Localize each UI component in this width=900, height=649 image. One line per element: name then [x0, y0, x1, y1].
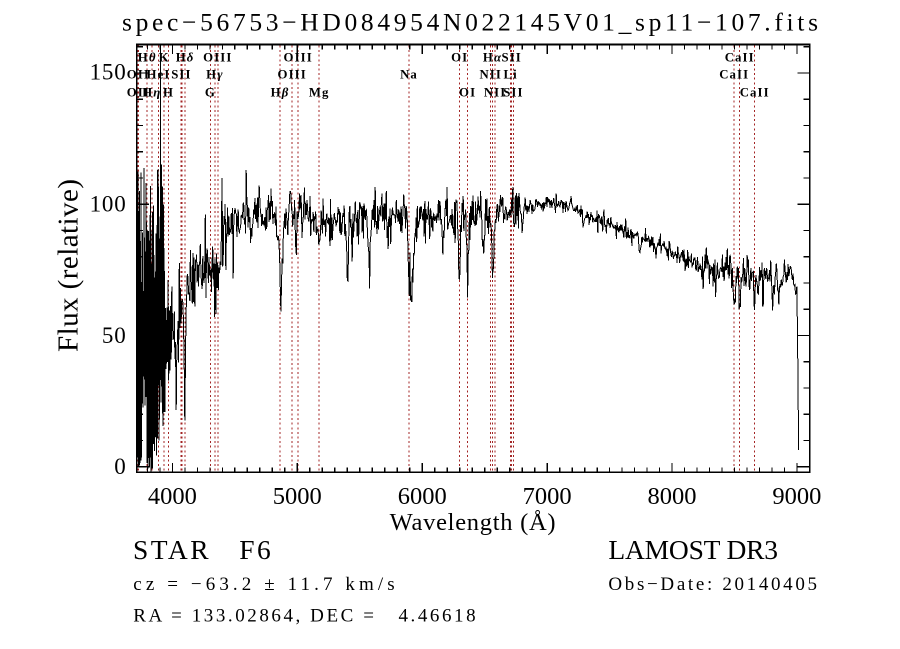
svg-text:SII: SII	[171, 68, 191, 82]
svg-text:9000: 9000	[772, 483, 821, 510]
svg-text:OI: OI	[451, 51, 468, 65]
svg-text:CaII: CaII	[725, 51, 755, 65]
svg-text:CaII: CaII	[719, 68, 749, 82]
svg-text:7000: 7000	[523, 483, 572, 510]
svg-text:100: 100	[90, 192, 127, 217]
svg-text:CaII: CaII	[740, 86, 770, 100]
svg-text:Hβ: Hβ	[271, 86, 290, 100]
svg-text:K: K	[159, 51, 170, 65]
svg-text:Hγ: Hγ	[206, 68, 224, 82]
svg-text:Hα: Hα	[483, 51, 502, 65]
svg-text:Hθ: Hθ	[138, 51, 157, 65]
svg-text:NII: NII	[484, 86, 507, 100]
svg-text:LAMOST DR3: LAMOST DR3	[608, 534, 778, 565]
svg-text:STAR F6: STAR F6	[133, 534, 271, 565]
svg-text:4000: 4000	[148, 483, 197, 510]
svg-text:50: 50	[102, 323, 127, 348]
svg-text:HeI: HeI	[147, 68, 171, 82]
svg-text:Mg: Mg	[309, 86, 330, 100]
svg-text:8000: 8000	[648, 483, 697, 510]
svg-text:spec−56753−HD084954N022145V01_: spec−56753−HD084954N022145V01_sp11−107.f…	[122, 8, 818, 37]
svg-text:6000: 6000	[398, 483, 447, 510]
svg-text:Li: Li	[503, 68, 517, 82]
svg-text:OII: OII	[127, 86, 150, 100]
svg-text:cz = −63.2 ± 11.7 km/s: cz = −63.2 ± 11.7 km/s	[133, 574, 394, 595]
svg-text:OIII: OIII	[284, 51, 313, 65]
svg-text:OIII: OIII	[203, 51, 232, 65]
svg-text:Hη: Hη	[142, 86, 161, 100]
svg-text:H: H	[163, 86, 174, 100]
svg-text:Flux (relative): Flux (relative)	[53, 179, 85, 352]
svg-text:Wavelength (Å): Wavelength (Å)	[390, 509, 556, 536]
svg-text:Hδ: Hδ	[176, 51, 195, 65]
svg-text:Na: Na	[400, 68, 418, 82]
svg-text:5000: 5000	[273, 483, 322, 510]
svg-text:150: 150	[90, 59, 127, 84]
svg-text:SII: SII	[503, 86, 523, 100]
svg-text:G: G	[205, 86, 216, 100]
svg-text:OII: OII	[127, 68, 150, 82]
svg-text:OI: OI	[459, 86, 476, 100]
svg-text:0: 0	[114, 454, 126, 479]
svg-text:NII: NII	[479, 68, 502, 82]
svg-text:SII: SII	[502, 51, 522, 65]
svg-text:OIII: OIII	[278, 68, 307, 82]
svg-text:RA = 133.02864, DEC = 4.4661: RA = 133.02864, DEC = 4.46618	[133, 606, 475, 627]
